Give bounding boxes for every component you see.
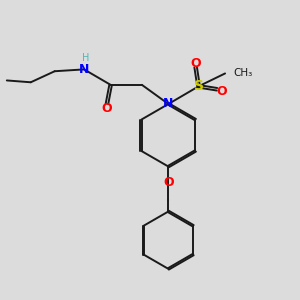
- Text: H: H: [82, 53, 89, 63]
- Text: O: O: [190, 57, 201, 70]
- Text: S: S: [194, 79, 204, 93]
- Text: O: O: [101, 102, 112, 115]
- Text: N: N: [163, 98, 174, 110]
- Text: O: O: [216, 85, 227, 98]
- Text: CH₃: CH₃: [233, 68, 252, 78]
- Text: N: N: [79, 63, 89, 76]
- Text: O: O: [163, 176, 174, 188]
